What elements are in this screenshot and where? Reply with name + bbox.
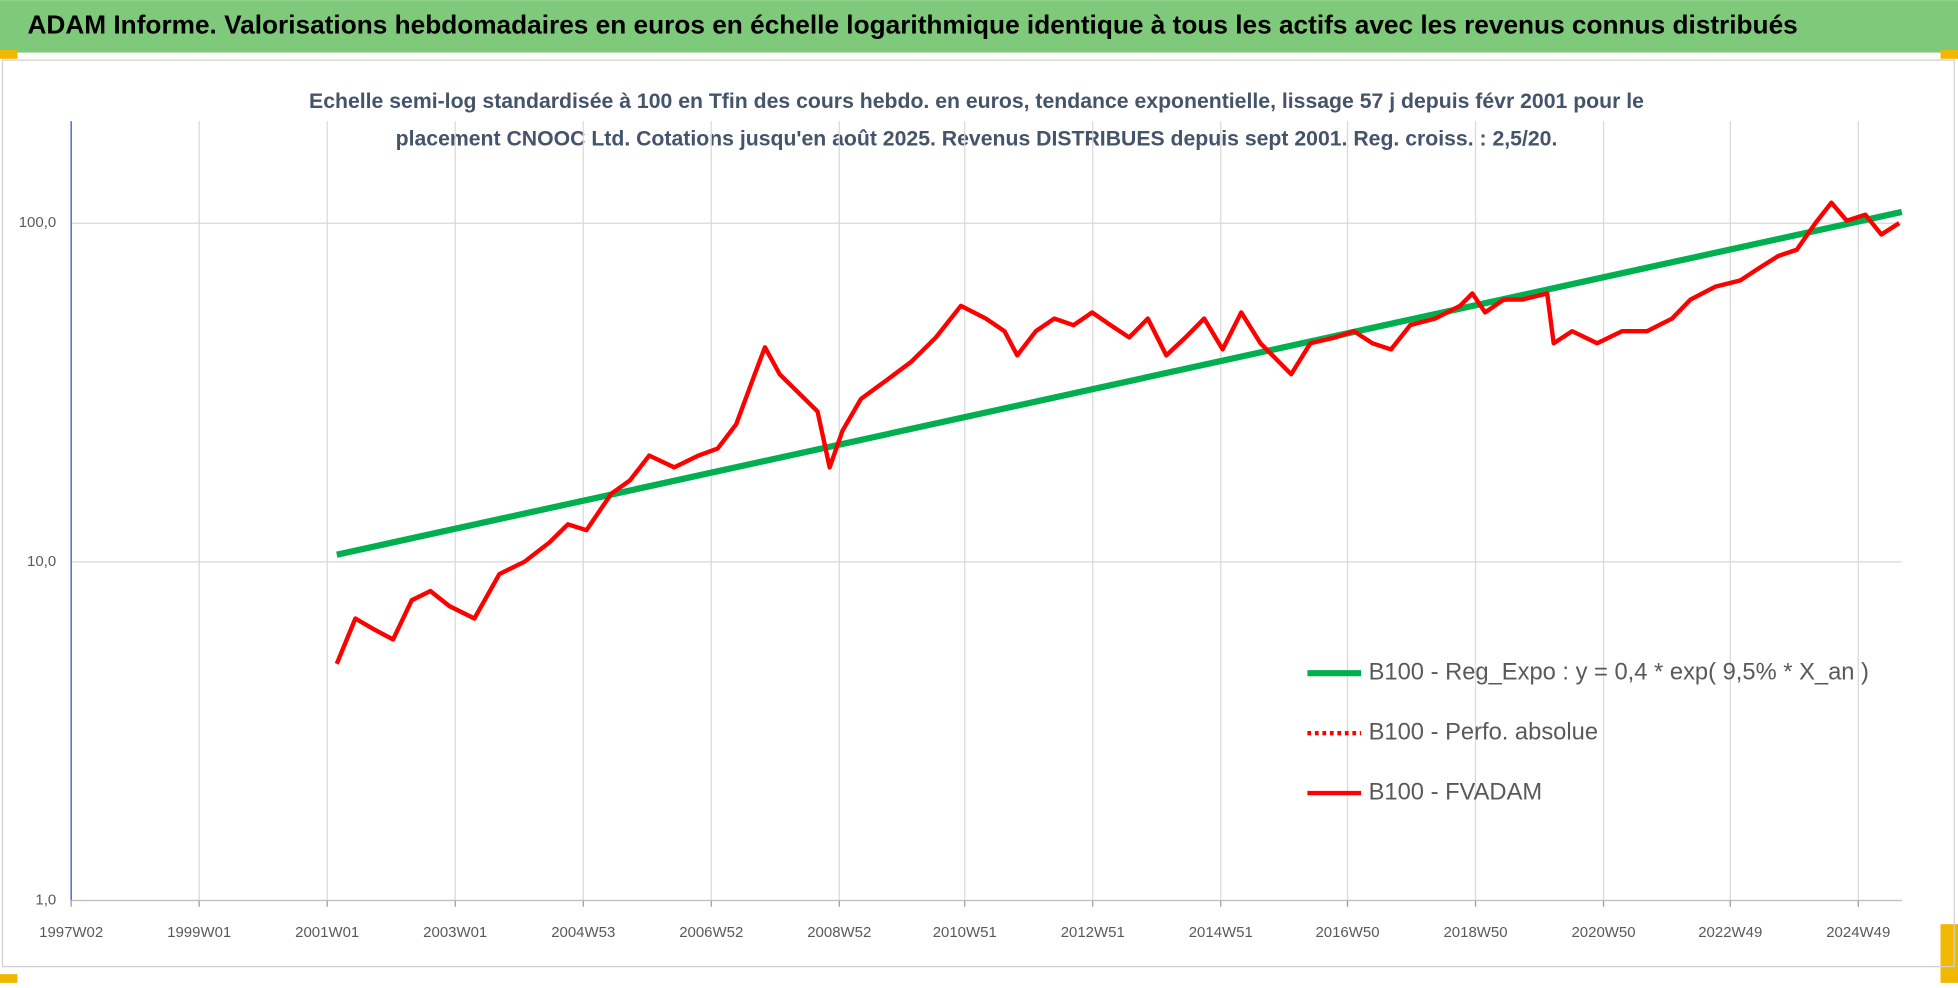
x-tick-label: 1997W02 — [39, 924, 103, 941]
x-tick-label: 2018W50 — [1443, 924, 1507, 941]
legend-label: B100 - FVADAM — [1369, 779, 1543, 805]
x-tick-label: 2001W01 — [295, 924, 359, 941]
x-tick-label: 2016W50 — [1315, 924, 1379, 941]
y-tick-label: 1,0 — [35, 891, 56, 908]
x-tick-label: 2012W51 — [1061, 924, 1125, 941]
x-tick-label: 2008W52 — [807, 924, 871, 941]
plot — [334, 200, 1903, 665]
corner — [1940, 924, 1958, 983]
legend-label: B100 - Reg_Expo : y = 0,4 * exp( 9,5% * … — [1369, 659, 1869, 685]
x-tick-label: 2003W01 — [423, 924, 487, 941]
header-band — [0, 0, 1958, 53]
y-tick-label: 100,0 — [19, 214, 56, 231]
legend: B100 - Reg_Expo : y = 0,4 * exp( 9,5% * … — [1307, 659, 1869, 805]
x-tick-label: 2004W53 — [551, 924, 615, 941]
x-tick-label: 2024W49 — [1826, 924, 1890, 941]
chart-subtitle: placement CNOOC Ltd. Cotations jusqu'en … — [396, 128, 1558, 151]
corner — [0, 974, 18, 983]
series-line — [334, 200, 1901, 665]
chart-border — [1, 59, 1955, 968]
series-line — [336, 208, 1903, 558]
x-tick-label: 1999W01 — [167, 924, 231, 941]
legend-label: B100 - Perfo. absolue — [1369, 719, 1598, 745]
chart-subtitle: Echelle semi-log standardisée à 100 en T… — [309, 90, 1644, 113]
corner — [0, 50, 18, 59]
y-tick-label: 10,0 — [27, 553, 56, 570]
x-tick-label: 2006W52 — [679, 924, 743, 941]
grid: 1,0 10,0 100,0 1997W02 1999W01 2001W01 2003W01… — [19, 121, 1902, 941]
x-tick-label: 2022W49 — [1698, 924, 1762, 941]
corner — [1940, 50, 1958, 59]
chart-title: ADAM Informe. Valorisations hebdomadaire… — [27, 9, 1797, 39]
x-tick-label: 2010W51 — [933, 924, 997, 941]
x-tick-label: 2020W50 — [1571, 924, 1635, 941]
x-tick-label: 2014W51 — [1189, 924, 1253, 941]
